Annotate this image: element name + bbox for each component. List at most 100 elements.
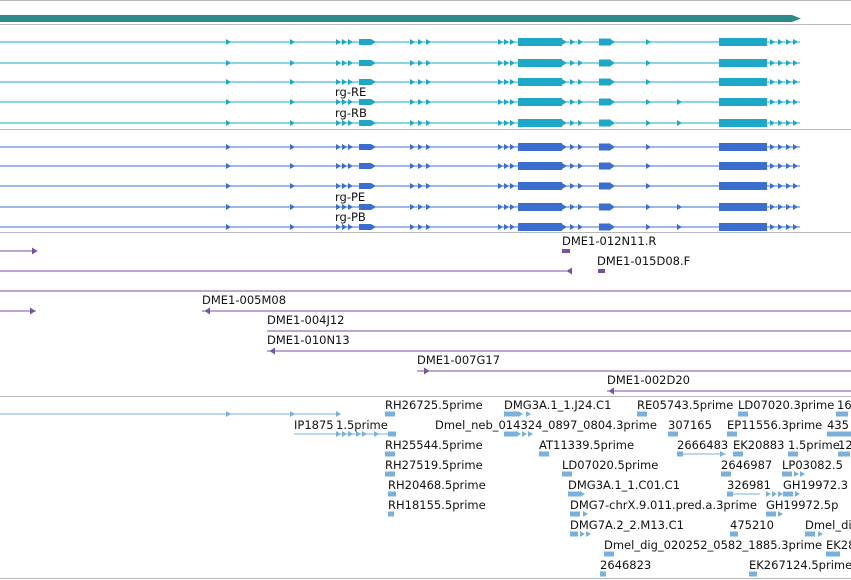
est-feature[interactable]: [827, 431, 851, 437]
protein-row[interactable]: [0, 223, 800, 231]
est-feature[interactable]: [388, 491, 396, 497]
est-label[interactable]: 12: [838, 438, 851, 452]
clone-label[interactable]: DME1-010N13: [267, 333, 350, 347]
est-label[interactable]: 307165: [668, 418, 712, 432]
est-feature[interactable]: [783, 491, 800, 497]
est-label[interactable]: LD07020.5prime: [562, 458, 658, 472]
est-feature[interactable]: [226, 411, 341, 417]
est-label[interactable]: DMG3A.1_1.J24.C1: [504, 398, 611, 412]
est-feature[interactable]: [385, 411, 395, 417]
est-label[interactable]: Dmel_neb_014324_0897_0804.3prime: [435, 418, 657, 432]
clone-track[interactable]: [0, 247, 851, 395]
est-label[interactable]: DMG7A.2_2.M13.C1: [570, 518, 684, 532]
est-track[interactable]: [0, 411, 851, 577]
clone-row[interactable]: [607, 387, 851, 395]
est-label[interactable]: RH27519.5prime: [385, 458, 483, 472]
protein-row[interactable]: [0, 143, 800, 151]
transcript-label[interactable]: rg-RE: [335, 85, 366, 99]
est-label[interactable]: GH19972.5p: [766, 498, 838, 512]
est-feature[interactable]: [570, 531, 591, 537]
clone-label[interactable]: DME1-015D08.F: [597, 254, 690, 268]
est-feature[interactable]: [838, 451, 850, 457]
est-feature[interactable]: [836, 411, 848, 417]
clone-label[interactable]: DME1-004J12: [267, 313, 345, 327]
protein-track[interactable]: [0, 143, 800, 231]
est-label[interactable]: RH26725.5prime: [385, 398, 483, 412]
protein-row[interactable]: [0, 203, 800, 211]
gene-track[interactable]: [0, 15, 801, 22]
protein-label[interactable]: rg-PE: [335, 190, 365, 204]
est-label[interactable]: DMG3A.1_1.C01.C1: [568, 478, 680, 492]
est-label[interactable]: 326981: [727, 478, 771, 492]
est-feature[interactable]: [721, 471, 731, 477]
transcript-row[interactable]: [0, 38, 800, 46]
est-feature[interactable]: [788, 451, 798, 457]
est-feature[interactable]: [766, 511, 783, 517]
est-label[interactable]: LD07020.3prime: [738, 398, 834, 412]
est-feature[interactable]: [782, 471, 805, 477]
est-label[interactable]: IP1875: [294, 418, 334, 432]
transcript-row[interactable]: [0, 98, 800, 106]
est-label[interactable]: 1.5prime: [336, 418, 388, 432]
est-feature[interactable]: [570, 511, 588, 517]
est-label[interactable]: RH20468.5prime: [388, 478, 486, 492]
clone-label[interactable]: DME1-007G17: [417, 353, 500, 367]
est-feature[interactable]: [539, 451, 549, 457]
clone-row[interactable]: [0, 307, 36, 315]
clone-row[interactable]: [417, 367, 851, 375]
est-feature[interactable]: [600, 571, 606, 577]
est-label[interactable]: 475210: [730, 518, 774, 532]
est-label[interactable]: LP03082.5: [782, 458, 843, 472]
transcript-row[interactable]: [0, 78, 800, 86]
est-feature[interactable]: [504, 411, 531, 417]
est-feature[interactable]: [749, 571, 757, 577]
est-feature[interactable]: [727, 491, 783, 497]
protein-label[interactable]: rg-PB: [335, 210, 366, 224]
est-feature[interactable]: [388, 431, 396, 437]
est-label[interactable]: EP11556.3prime: [727, 418, 822, 432]
est-label[interactable]: EK267124.5prime: [749, 558, 851, 572]
est-feature[interactable]: [637, 411, 647, 417]
est-label[interactable]: EK20883: [733, 438, 784, 452]
est-label[interactable]: RH18155.5prime: [388, 498, 486, 512]
est-feature[interactable]: [733, 451, 743, 457]
est-feature[interactable]: [388, 511, 394, 517]
est-label[interactable]: AT11339.5prime: [539, 438, 634, 452]
est-feature[interactable]: [562, 471, 572, 477]
est-feature[interactable]: [385, 471, 395, 477]
est-label[interactable]: GH19972.3: [783, 478, 848, 492]
clone-label[interactable]: DME1-002D20: [607, 373, 690, 387]
protein-row[interactable]: [0, 162, 800, 170]
clone-row[interactable]: [267, 347, 851, 355]
est-label[interactable]: RE05743.5prime: [637, 398, 733, 412]
clone-label[interactable]: DME1-012N11.R: [562, 234, 656, 248]
est-feature[interactable]: [805, 531, 823, 537]
est-label[interactable]: EK28: [826, 538, 851, 552]
est-label[interactable]: 435: [827, 418, 849, 432]
est-feature[interactable]: [727, 431, 737, 437]
gene-model-bar[interactable]: [0, 15, 792, 22]
est-label[interactable]: Dmel_dig: [805, 518, 851, 532]
est-label[interactable]: 2666483: [677, 438, 728, 452]
transcript-row[interactable]: [0, 119, 800, 127]
protein-row[interactable]: [0, 182, 800, 190]
est-feature[interactable]: [826, 551, 840, 557]
est-feature[interactable]: [504, 431, 533, 437]
est-feature[interactable]: [568, 491, 585, 497]
est-label[interactable]: Dmel_dig_020252_0582_1885.3prime: [604, 538, 822, 552]
est-feature[interactable]: [604, 551, 614, 557]
clone-label[interactable]: DME1-005M08: [202, 293, 286, 307]
est-feature[interactable]: [336, 431, 379, 437]
est-feature[interactable]: [668, 431, 678, 437]
est-feature[interactable]: [730, 531, 738, 537]
clone-row[interactable]: [0, 267, 572, 275]
est-label[interactable]: 2646987: [721, 458, 772, 472]
est-label[interactable]: 2646823: [600, 558, 651, 572]
est-label[interactable]: 16: [837, 398, 851, 412]
est-label[interactable]: RH25544.5prime: [385, 438, 483, 452]
est-feature[interactable]: [738, 411, 748, 417]
transcript-label[interactable]: rg-RB: [335, 106, 367, 120]
clone-row[interactable]: [202, 307, 851, 315]
est-feature[interactable]: [385, 451, 395, 457]
